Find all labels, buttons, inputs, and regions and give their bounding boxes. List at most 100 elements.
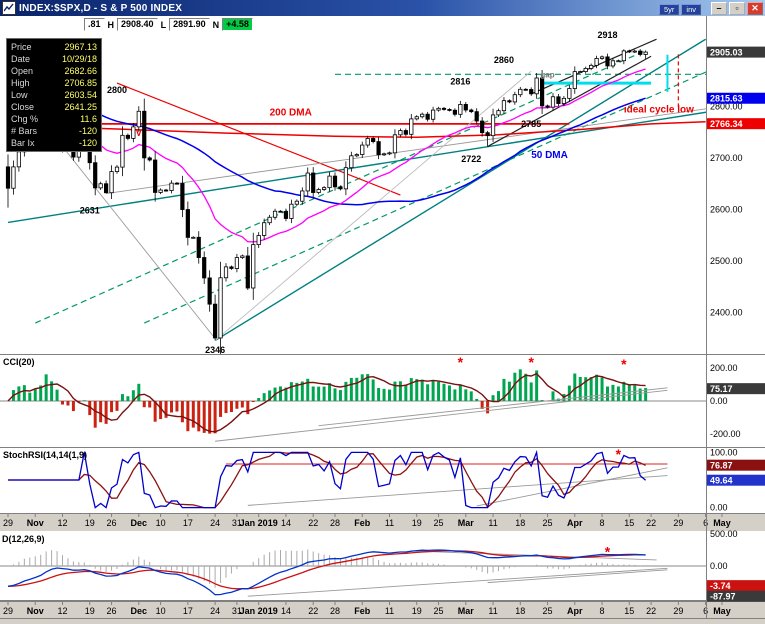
axis-tag-label: 2815.63 (710, 94, 743, 104)
date-axis-row (0, 513, 765, 531)
candle-body (27, 136, 32, 147)
x-axis-tick-label: 6 (703, 518, 708, 528)
x-axis-tick-label: May (713, 606, 731, 616)
candle-body (305, 172, 310, 192)
trendline (247, 567, 668, 597)
window-title: INDEX:$SPX,D - S & P 500 INDEX (19, 2, 183, 14)
candle-body (76, 141, 81, 158)
x-axis-tick-label: 10 (156, 606, 166, 616)
axis-label: -200.00 (710, 429, 741, 439)
candle-body (469, 109, 474, 113)
candle-body (627, 50, 632, 53)
candle-body (420, 113, 425, 118)
trendline (247, 475, 668, 506)
candle-body (185, 209, 190, 238)
candle-body (572, 71, 577, 89)
candle-body (98, 183, 103, 189)
candle-body (289, 203, 294, 219)
candle-body (354, 154, 359, 157)
candle-body (518, 88, 523, 96)
stoch-pane-label: StochRSI(14,14(1,9) (3, 450, 87, 460)
x-axis-tick-label: 25 (543, 606, 553, 616)
candle-body (349, 155, 354, 169)
trendline (214, 38, 706, 342)
x-axis-tick-label: Nov (27, 606, 44, 616)
x-axis-tick-label: Dec (131, 606, 148, 616)
candle-body (338, 186, 343, 190)
titlebar-toolbar: 5yr inv (657, 0, 701, 17)
candle-body (485, 132, 490, 137)
x-axis-tick-label: 22 (646, 518, 656, 528)
candle-body (583, 68, 588, 73)
candle-body (447, 109, 452, 111)
chart-svg[interactable]: 28002631234627222785281628602918gapVidea… (0, 16, 765, 619)
x-axis-tick-label: 26 (107, 518, 117, 528)
x-axis-tick-label: 19 (85, 518, 95, 528)
candle-body (501, 100, 507, 112)
axis-label: 2700.00 (710, 153, 743, 163)
candle-body (300, 190, 305, 202)
axis-label: 2600.00 (710, 205, 743, 215)
toolbar-button-5yr[interactable]: 5yr (658, 4, 680, 15)
candle-body (22, 136, 27, 153)
trendline (476, 467, 668, 507)
candle-body (425, 113, 430, 120)
candle-body (125, 134, 130, 139)
axis-tag-label: 76.87 (710, 461, 733, 471)
x-axis-tick-label: Mar (458, 518, 475, 528)
x-axis-tick-label: 19 (412, 518, 422, 528)
close-button[interactable]: ✕ (747, 1, 763, 15)
x-axis-tick-label: Dec (131, 518, 148, 528)
toolbar-button-inv[interactable]: inv (681, 4, 701, 15)
axis-tag-label: -87.97 (710, 592, 736, 602)
candle-body (142, 110, 147, 159)
candle-body (153, 159, 158, 193)
ema20-line (7, 68, 646, 243)
candle-body (414, 116, 419, 120)
candle-body (278, 210, 283, 213)
window-controls: – ▫ ✕ (709, 1, 763, 15)
axis-label: 2400.00 (710, 308, 743, 318)
candle-body (556, 96, 561, 104)
axis-value-tag (707, 459, 765, 471)
x-axis-tick-label: 17 (183, 606, 193, 616)
candle-body (643, 51, 648, 55)
candle-body (610, 60, 616, 67)
candle-body (567, 88, 572, 99)
x-axis-tick-label: 29 (3, 606, 13, 616)
minimize-button[interactable]: – (711, 1, 727, 15)
candle-body (114, 166, 120, 173)
x-axis-tick-label: Nov (27, 518, 44, 528)
asterisk-marker: * (616, 446, 622, 462)
x-axis-tick-label: 22 (646, 606, 656, 616)
candle-body (621, 50, 626, 62)
x-axis-tick-label: 25 (434, 606, 444, 616)
sma50-line (7, 82, 646, 206)
x-axis-tick-label: 11 (385, 518, 394, 528)
candle-body (327, 175, 332, 189)
candle-body (321, 187, 327, 190)
candle-body (212, 303, 218, 339)
trendline (106, 108, 706, 194)
candle-body (223, 266, 229, 279)
candle-body (251, 244, 256, 289)
candle-body (174, 182, 180, 185)
candle-body (529, 89, 534, 95)
maximize-button[interactable]: ▫ (729, 1, 745, 15)
x-axis-tick-label: 15 (624, 518, 634, 528)
candle-body (534, 77, 539, 95)
pivot-label: gap (540, 70, 554, 79)
candle-body (365, 138, 370, 146)
candle-body (191, 236, 196, 239)
candle-body (638, 50, 643, 55)
candle-body (490, 114, 496, 137)
candle-body (262, 222, 267, 236)
candle-body (33, 137, 38, 147)
candle-body (147, 157, 152, 161)
axis-value-tag (707, 118, 765, 130)
chart-glyph (4, 3, 14, 12)
stoch-k-line (8, 449, 647, 509)
candle-body (474, 111, 479, 122)
stochrsi-pane: * (8, 446, 668, 509)
